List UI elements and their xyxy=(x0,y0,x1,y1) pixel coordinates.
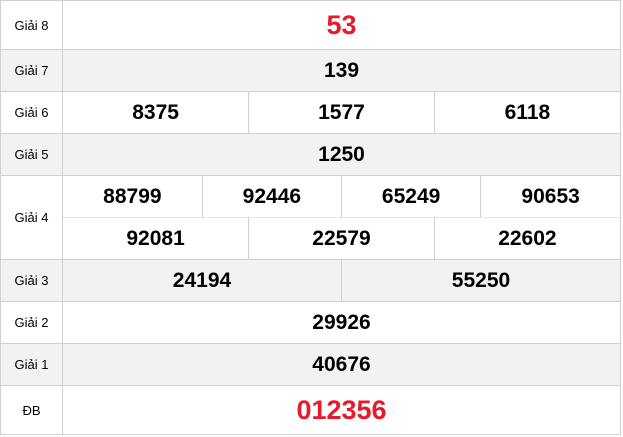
row-giai-7: Giải 7 139 xyxy=(0,49,621,92)
prize-number: 1250 xyxy=(62,133,621,176)
row-giai-1: Giải 1 40676 xyxy=(0,343,621,386)
prize-number: 53 xyxy=(62,0,621,50)
row-giai-8: Giải 8 53 xyxy=(0,0,621,50)
row-giai-4: Giải 4 88799 92446 65249 90653 92081 225… xyxy=(0,175,621,260)
prize-number: 24194 xyxy=(63,260,342,301)
prize-number: 22579 xyxy=(248,217,435,259)
prize-label: Giải 6 xyxy=(0,91,63,134)
prize-number: 92081 xyxy=(126,226,185,250)
prize-number: 55250 xyxy=(341,260,620,301)
prize-label: Giải 5 xyxy=(0,133,63,176)
prize-number: 8375 xyxy=(132,100,179,124)
prize-number: 88799 xyxy=(103,184,162,208)
prize-number: 65249 xyxy=(340,176,481,217)
prize-label: Giải 3 xyxy=(0,259,63,302)
row-giai-3: Giải 3 24194 55250 xyxy=(0,259,621,302)
prize-number: 1577 xyxy=(248,92,435,133)
prize-label: Giải 1 xyxy=(0,343,63,386)
special-prize-number: 012356 xyxy=(62,385,621,435)
prize-number: 92446 xyxy=(201,176,342,217)
prize-label: Giải 4 xyxy=(0,175,63,260)
prize-number: 29926 xyxy=(62,301,621,344)
prize-label: Giải 8 xyxy=(0,0,63,50)
prize-label: Giải 7 xyxy=(0,49,63,92)
row-giai-6: Giải 6 8375 1577 6118 xyxy=(0,91,621,134)
prize-label: ĐB xyxy=(0,385,63,435)
prize-number: 139 xyxy=(62,49,621,92)
prize-number: 90653 xyxy=(480,176,620,217)
row-giai-2: Giải 2 29926 xyxy=(0,301,621,344)
prize-number: 40676 xyxy=(62,343,621,386)
row-special-prize: ĐB 012356 xyxy=(0,385,621,435)
row-giai-5: Giải 5 1250 xyxy=(0,133,621,176)
prize-number: 6118 xyxy=(433,92,620,133)
prize-number: 22602 xyxy=(433,217,620,259)
prize-label: Giải 2 xyxy=(0,301,63,344)
